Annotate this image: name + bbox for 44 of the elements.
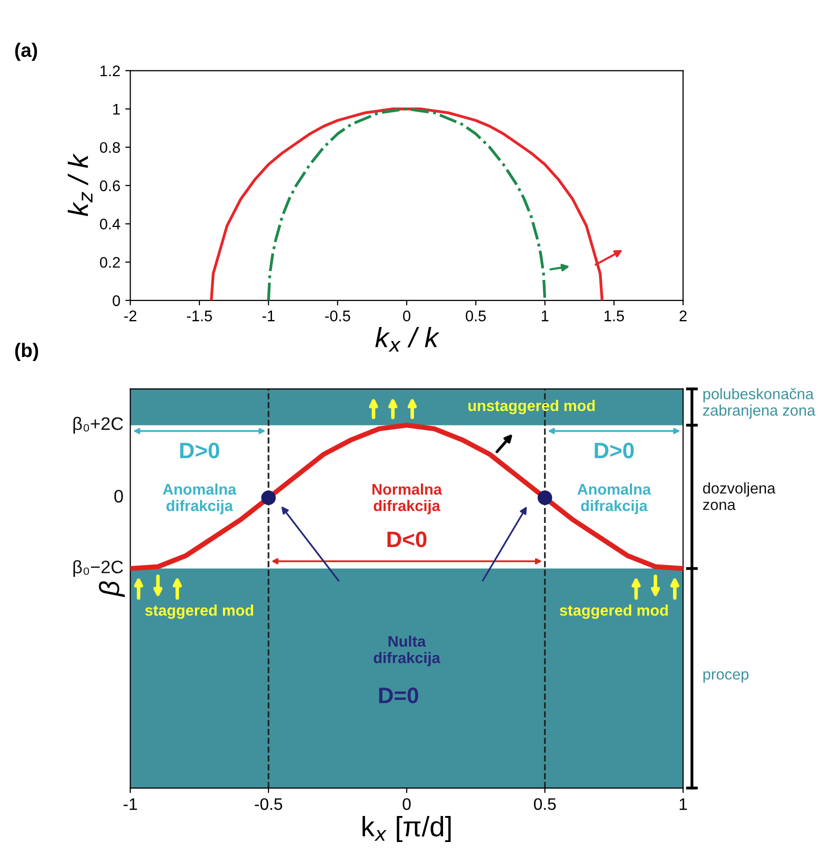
x-tick-label: -2 (124, 310, 136, 322)
y-axis-title: k$_{z}$ / k (68, 153, 92, 216)
x-tick-label: -0.5 (325, 310, 350, 322)
x-axis-title: k$_{x}$ / k (375, 326, 440, 352)
x-tick-label: -1.5 (186, 310, 212, 322)
text: polubeskonačna zabranjena zona (703, 388, 816, 419)
x-tick-label: 1 (542, 310, 548, 322)
annotation: D>0 (180, 442, 220, 458)
text: unstaggered mod (468, 400, 595, 414)
annotation: staggered mod (145, 604, 254, 619)
x-tick-label: 1.5 (604, 310, 624, 322)
x-tick-label: 1 (680, 798, 687, 810)
text: β₀+2C (73, 416, 123, 434)
annotation: D=0 (379, 688, 418, 704)
y-tick-label: 0.4 (100, 218, 120, 230)
x-tick-label: 0.5 (466, 310, 486, 322)
y-axis-title: β (98, 581, 125, 598)
annotation: Anomalna difrakcija (577, 483, 652, 514)
y-tick-label: 0 (112, 295, 120, 306)
line-series (267, 108, 546, 300)
x-tick-label: 0 (403, 310, 410, 322)
annotation: Normalna difrakcija (372, 483, 442, 514)
annotation: D>0 (594, 442, 634, 458)
y-tick-label: 0.2 (100, 256, 120, 268)
chart-title: (b) (15, 342, 38, 362)
annotation: staggered mod (560, 604, 668, 619)
x-tick-label: -0.5 (254, 798, 282, 810)
x-tick-label: -1 (124, 798, 137, 810)
text: procep (703, 671, 749, 683)
text: dozvoljena zona (703, 482, 776, 510)
chart-title: (a) (15, 42, 38, 61)
x-tick-label: -1 (262, 310, 275, 322)
y-tick-label: 1 (113, 104, 120, 114)
x-tick-label: 2 (680, 310, 687, 322)
x-axis-title: k$_{x}$ [π/d] (362, 816, 451, 842)
y-tick-label: 1.2 (100, 66, 120, 76)
y-tick-label: 0.6 (100, 180, 120, 192)
y-tick-label: 0.8 (100, 142, 120, 153)
x-tick-label: 0 (402, 798, 411, 810)
annotation: Nulta difrakcija (374, 636, 440, 666)
annotation: Anomalna difrakcija (162, 483, 236, 514)
x-tick-label: 0.5 (534, 798, 556, 810)
annotation: D<0 (387, 532, 426, 548)
text: β₀−2C (73, 560, 123, 577)
